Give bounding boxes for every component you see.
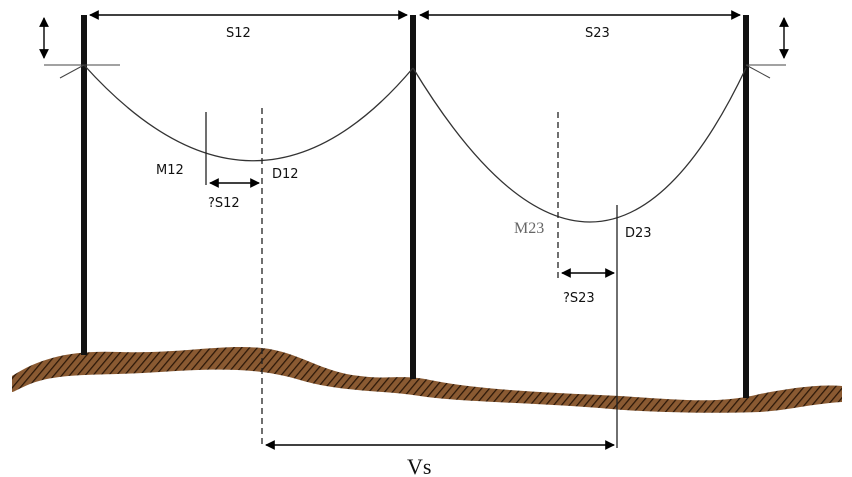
span-label: S12 [226, 26, 251, 41]
span-label: S23 [585, 26, 610, 41]
dimension-arrow [39, 10, 789, 450]
weight-span-label: Vs [407, 454, 431, 477]
mid-label: M23 [514, 220, 544, 237]
sag-label: D12 [272, 167, 299, 182]
conductor [412, 67, 747, 223]
offset-label: ?S12 [208, 196, 240, 211]
mid-label: M12 [156, 163, 184, 178]
pole [410, 15, 416, 379]
crossarm [44, 64, 786, 79]
conductor [83, 64, 414, 162]
pole [743, 15, 749, 398]
offset-label: ?S23 [563, 291, 595, 306]
sag-label: D23 [625, 226, 652, 241]
ground [12, 347, 842, 413]
pole [81, 15, 87, 355]
reference-line [205, 108, 618, 448]
